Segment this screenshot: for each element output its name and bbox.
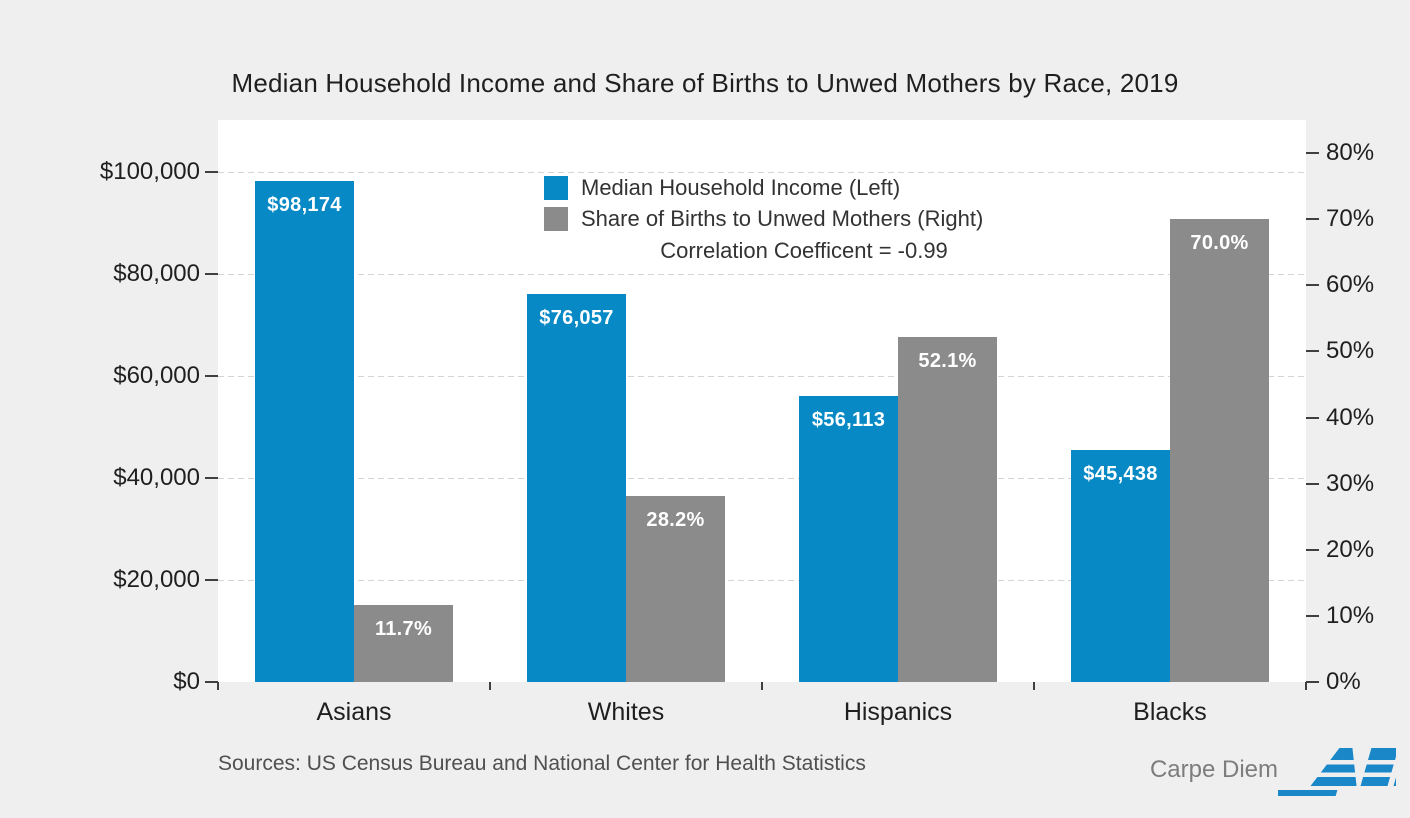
bottom-axis-tick bbox=[1305, 682, 1307, 690]
right-axis-label: 40% bbox=[1326, 403, 1375, 431]
left-axis-label: $60,000 bbox=[113, 362, 200, 389]
right-axis-tick bbox=[1306, 350, 1319, 353]
births-value-label: 11.7% bbox=[374, 618, 433, 640]
category-label-blacks: Blacks bbox=[1133, 698, 1207, 726]
right-axis-tick bbox=[1306, 614, 1319, 617]
legend-item-births: Share of Births to Unwed Mothers (Right) bbox=[544, 203, 1064, 234]
legend: Median Household Income (Left) Share of … bbox=[544, 172, 1064, 264]
left-axis-label: $20,000 bbox=[113, 566, 200, 593]
category-label-asians: Asians bbox=[316, 698, 392, 726]
left-axis-tick bbox=[205, 579, 218, 581]
income-bar-hispanics: $56,113 bbox=[799, 396, 898, 682]
right-axis-label: 30% bbox=[1326, 469, 1375, 497]
bottom-axis-tick bbox=[489, 682, 491, 690]
births-bar-blacks: 70.0% bbox=[1170, 219, 1269, 682]
credit-text: Carpe Diem bbox=[1149, 756, 1278, 783]
right-axis-label: 10% bbox=[1326, 601, 1375, 629]
births-bar-whites: 28.2% bbox=[626, 496, 725, 682]
births-bar-asians: 11.7% bbox=[354, 605, 453, 682]
left-axis-label: $80,000 bbox=[113, 260, 200, 287]
right-axis-label: 60% bbox=[1326, 271, 1375, 299]
income-value-label: $45,438 bbox=[1083, 463, 1158, 485]
bottom-axis-tick bbox=[1033, 682, 1035, 690]
left-axis-tick bbox=[205, 681, 218, 683]
left-axis-tick bbox=[205, 477, 218, 479]
gridline bbox=[218, 274, 1306, 275]
left-axis-label: $40,000 bbox=[113, 464, 200, 491]
right-axis-tick bbox=[1306, 548, 1319, 551]
right-axis-tick bbox=[1306, 152, 1319, 154]
legend-label-births: Share of Births to Unwed Mothers (Right) bbox=[581, 205, 984, 231]
legend-label-income: Median Household Income (Left) bbox=[581, 174, 901, 200]
right-axis-tick bbox=[1306, 218, 1319, 221]
plot-area: $98,174 11.7% $76,057 28.2% $56,113 52.1% $45,… bbox=[218, 120, 1306, 682]
income-value-label: $76,057 bbox=[539, 307, 614, 329]
sources-note: Sources: US Census Bureau and National C… bbox=[218, 752, 866, 775]
right-axis-label: 0% bbox=[1326, 668, 1361, 695]
left-axis-tick bbox=[205, 171, 218, 173]
right-axis-tick bbox=[1306, 416, 1319, 419]
left-axis-label: $0 bbox=[173, 668, 200, 695]
left-axis-tick bbox=[205, 273, 218, 275]
births-swatch-icon bbox=[544, 206, 568, 231]
gridline bbox=[218, 478, 1306, 479]
right-axis-label: 80% bbox=[1326, 139, 1375, 166]
left-axis-tick bbox=[205, 375, 218, 377]
right-axis-tick bbox=[1306, 284, 1319, 287]
income-bar-blacks: $45,438 bbox=[1071, 450, 1170, 682]
right-axis-label: 50% bbox=[1326, 337, 1375, 365]
bottom-axis-tick bbox=[217, 682, 219, 690]
legend-item-income: Median Household Income (Left) bbox=[544, 172, 1064, 203]
income-bar-asians: $98,174 bbox=[255, 181, 354, 682]
correlation-note: Correlation Coefficent = -0.99 bbox=[660, 238, 948, 263]
gridline bbox=[218, 580, 1306, 581]
births-bar-hispanics: 52.1% bbox=[898, 337, 997, 682]
gridline bbox=[218, 376, 1306, 377]
category-label-whites: Whites bbox=[587, 698, 665, 726]
right-axis-tick bbox=[1306, 482, 1319, 485]
income-bar-whites: $76,057 bbox=[527, 294, 626, 682]
births-value-label: 52.1% bbox=[918, 350, 977, 372]
aei-logo-icon bbox=[1278, 748, 1396, 796]
births-value-label: 70.0% bbox=[1190, 232, 1249, 254]
right-axis-label: 70% bbox=[1326, 205, 1375, 233]
bottom-axis-tick bbox=[761, 682, 763, 690]
category-label-hispanics: Hispanics bbox=[843, 698, 953, 726]
chart-title: Median Household Income and Share of Bir… bbox=[231, 68, 1179, 98]
income-value-label: $56,113 bbox=[811, 409, 886, 431]
income-value-label: $98,174 bbox=[267, 194, 342, 216]
gridline bbox=[218, 172, 1306, 173]
right-axis-label: 20% bbox=[1326, 535, 1375, 563]
right-axis-tick bbox=[1306, 681, 1319, 683]
births-value-label: 28.2% bbox=[646, 509, 705, 531]
left-axis-label: $100,000 bbox=[99, 158, 200, 185]
income-swatch-icon bbox=[544, 175, 568, 200]
